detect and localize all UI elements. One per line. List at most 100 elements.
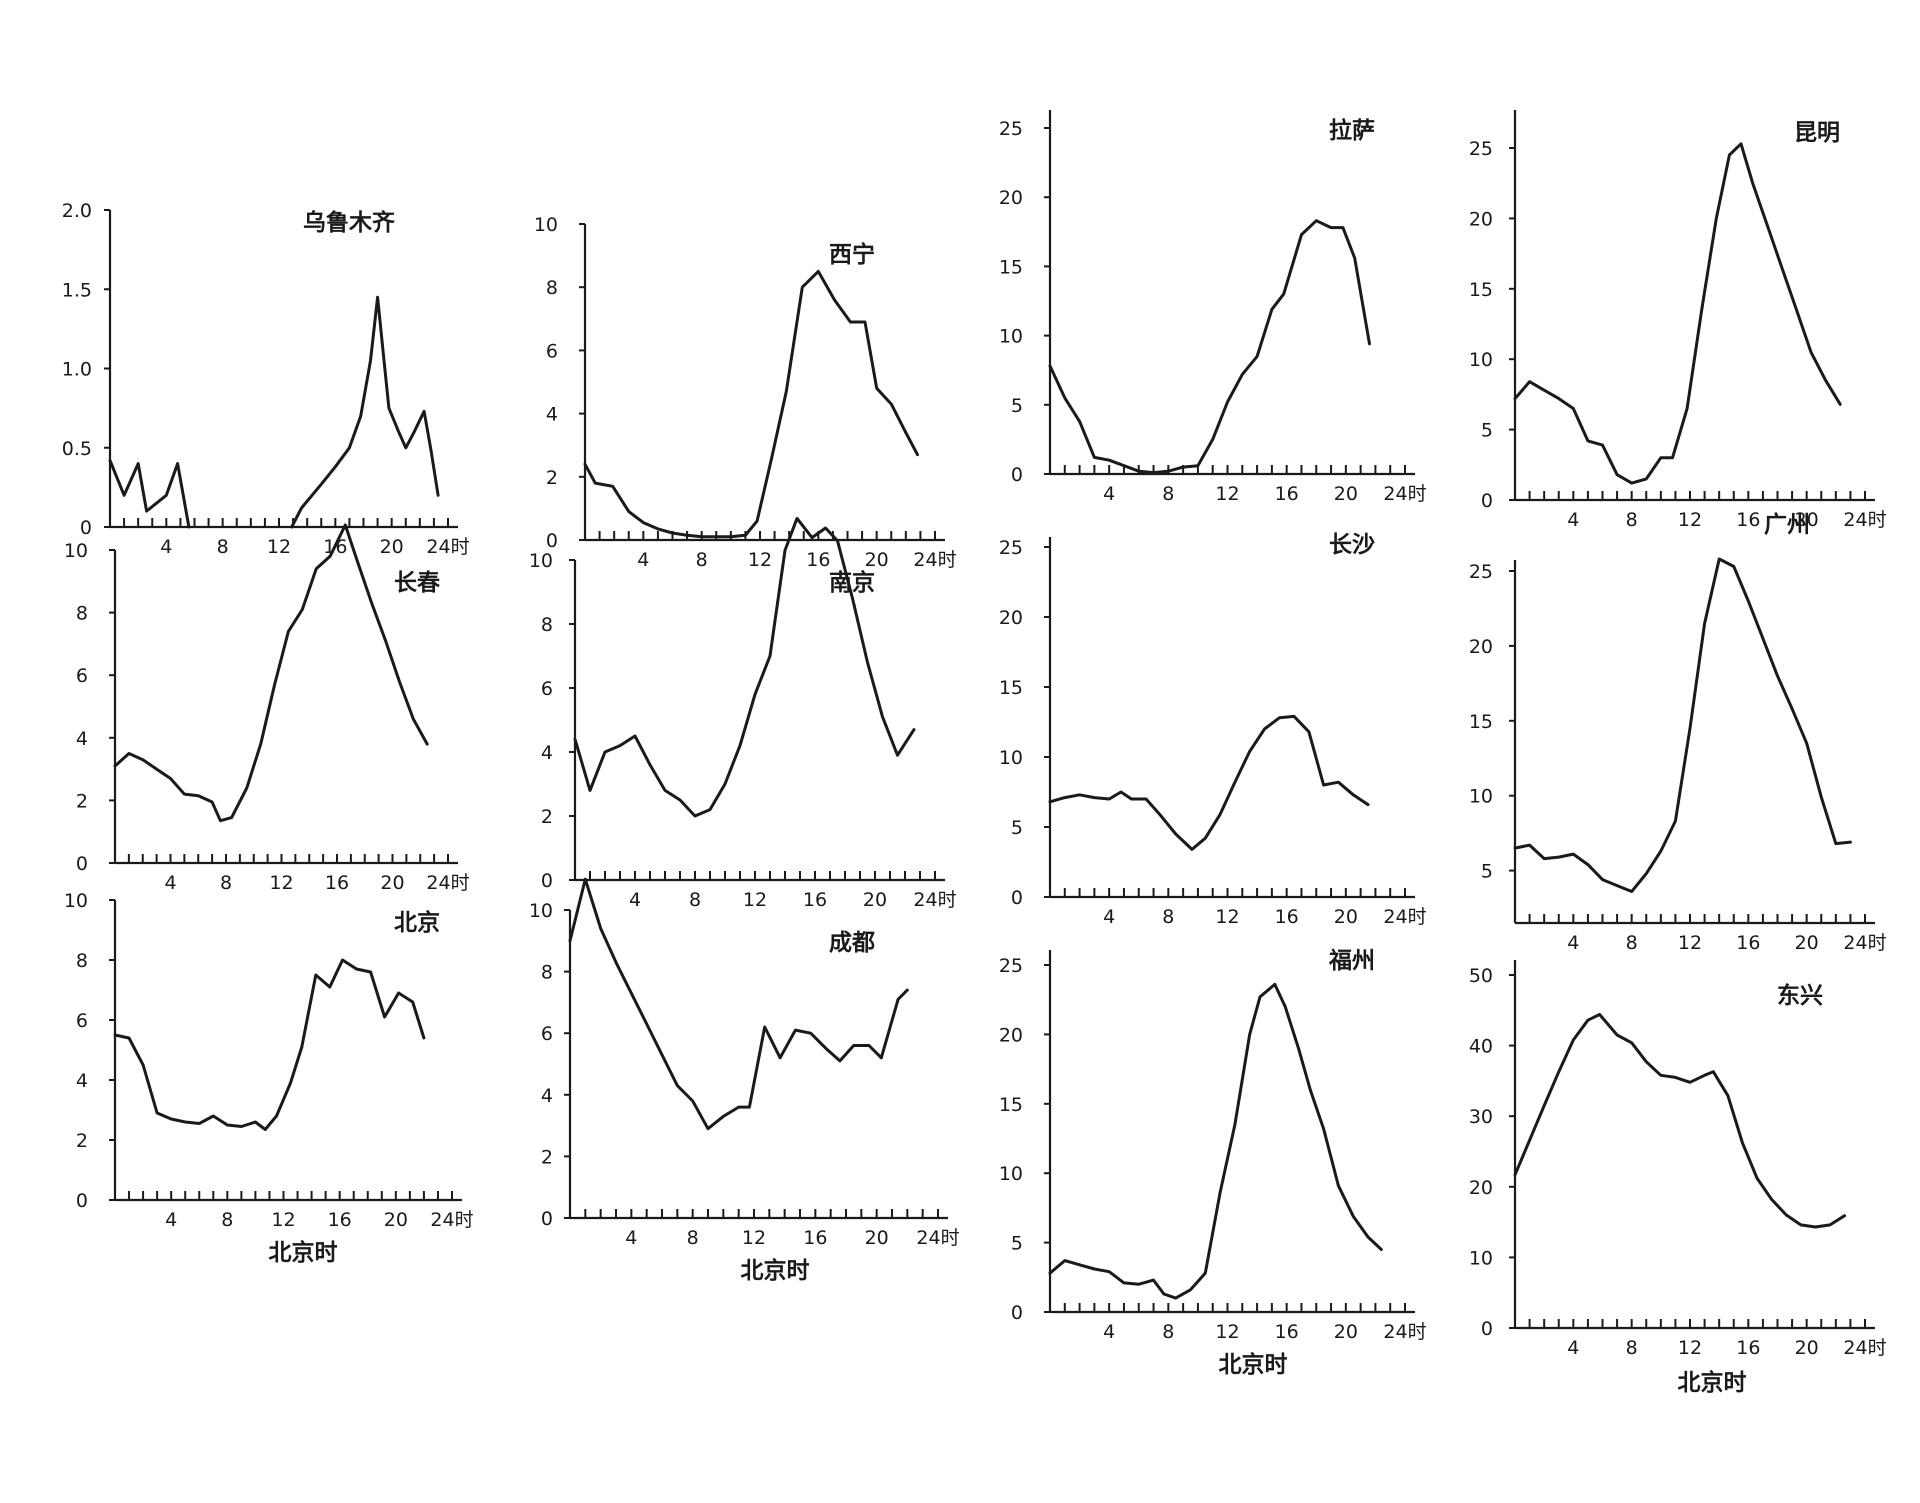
x-tick-label: 24时 xyxy=(430,1209,473,1231)
y-tick-label: 0 xyxy=(1011,887,1023,909)
series-line xyxy=(290,295,440,529)
city-label: 南京 xyxy=(829,569,875,596)
x-tick-label: 24时 xyxy=(1843,509,1886,531)
y-tick-label: 0 xyxy=(1011,1302,1023,1324)
city-label: 长沙 xyxy=(1329,531,1375,558)
x-tick-label: 20 xyxy=(1795,509,1819,531)
x-tick-label: 24时 xyxy=(1843,1337,1886,1359)
series-line xyxy=(108,458,191,529)
x-tick-label: 12 xyxy=(271,1209,295,1231)
x-tick-label: 8 xyxy=(221,1209,233,1231)
y-tick-label: 10 xyxy=(64,890,88,912)
y-tick-label: 20 xyxy=(1469,1177,1493,1199)
y-tick-label: 4 xyxy=(76,1070,88,1092)
y-tick-label: 8 xyxy=(76,603,88,625)
x-tick-label: 12 xyxy=(743,889,767,911)
chart-panel-4: 0 2 4 6 8 10 4 8 12 16 20 24时 西宁 xyxy=(534,214,957,571)
x-tick-label: 4 xyxy=(625,1227,637,1249)
city-label: 拉萨 xyxy=(1329,117,1375,144)
x-tick-label: 20 xyxy=(1795,1337,1819,1359)
y-tick-label: 20 xyxy=(1469,636,1493,658)
y-tick-label: 5 xyxy=(1011,1233,1023,1255)
x-tick-label: 8 xyxy=(220,872,232,894)
x-tick-label: 12 xyxy=(1678,509,1702,531)
y-tick-label: 2 xyxy=(541,806,553,828)
x-tick-label: 4 xyxy=(1567,932,1579,954)
series-line xyxy=(573,516,916,818)
series-line xyxy=(113,958,426,1131)
y-tick-label: 0 xyxy=(1011,464,1023,486)
x-tick-label: 8 xyxy=(689,889,701,911)
y-tick-label: 15 xyxy=(1469,711,1493,733)
x-tick-label: 4 xyxy=(160,536,172,558)
y-tick-label: 6 xyxy=(541,1023,553,1045)
y-tick-label: 15 xyxy=(999,1094,1023,1116)
y-tick-label: 2.0 xyxy=(62,200,92,222)
x-tick-label: 12 xyxy=(1678,1337,1702,1359)
x-tick-label: 12 xyxy=(742,1227,766,1249)
y-tick-label: 10 xyxy=(1469,349,1493,371)
city-label: 福州 xyxy=(1328,947,1375,974)
y-tick-label: 0 xyxy=(546,530,558,552)
series-line xyxy=(1048,714,1370,851)
x-tick-label: 12 xyxy=(269,872,293,894)
x-tick-label: 16 xyxy=(1736,1337,1760,1359)
series-line xyxy=(568,877,909,1131)
x-tick-label: 4 xyxy=(1567,509,1579,531)
city-label: 成都 xyxy=(829,929,875,956)
x-tick-label: 8 xyxy=(1626,509,1638,531)
y-tick-label: 0 xyxy=(1481,490,1493,512)
y-tick-label: 20 xyxy=(1469,208,1493,230)
x-tick-label: 12 xyxy=(1678,932,1702,954)
y-tick-label: 6 xyxy=(76,1010,88,1032)
x-axis-title: 北京时 xyxy=(1219,1351,1288,1378)
y-tick-label: 10 xyxy=(529,550,553,572)
x-tick-label: 4 xyxy=(164,872,176,894)
y-tick-label: 15 xyxy=(1469,279,1493,301)
x-tick-label: 24时 xyxy=(1383,483,1426,505)
x-tick-label: 20 xyxy=(1334,906,1358,928)
y-tick-label: 2 xyxy=(546,467,558,489)
x-tick-label: 24时 xyxy=(913,549,956,571)
x-tick-label: 12 xyxy=(1215,483,1239,505)
y-tick-label: 10 xyxy=(534,214,558,236)
x-tick-label: 4 xyxy=(1103,906,1115,928)
y-tick-label: 10 xyxy=(999,1163,1023,1185)
x-tick-label: 20 xyxy=(863,889,887,911)
x-tick-label: 12 xyxy=(1215,1321,1239,1343)
y-tick-label: 5 xyxy=(1481,861,1493,883)
y-tick-label: 1.0 xyxy=(62,359,92,381)
x-tick-label: 8 xyxy=(687,1227,699,1249)
x-tick-label: 24时 xyxy=(1383,906,1426,928)
y-tick-label: 2 xyxy=(541,1146,553,1168)
y-tick-label: 5 xyxy=(1011,395,1023,417)
y-tick-label: 0 xyxy=(80,517,92,539)
y-tick-label: 10 xyxy=(64,540,88,562)
y-tick-label: 30 xyxy=(1469,1106,1493,1128)
y-tick-label: 8 xyxy=(541,614,553,636)
y-tick-label: 20 xyxy=(999,1024,1023,1046)
y-tick-label: 10 xyxy=(1469,786,1493,808)
y-tick-label: 10 xyxy=(1469,1247,1493,1269)
y-tick-label: 6 xyxy=(546,340,558,362)
x-tick-label: 4 xyxy=(1567,1337,1579,1359)
x-tick-label: 16 xyxy=(806,549,830,571)
y-tick-label: 8 xyxy=(76,950,88,972)
x-tick-label: 16 xyxy=(1736,932,1760,954)
series-line xyxy=(1513,557,1852,893)
y-tick-label: 50 xyxy=(1469,965,1493,987)
x-tick-label: 24时 xyxy=(426,536,469,558)
y-tick-label: 15 xyxy=(999,677,1023,699)
y-tick-label: 25 xyxy=(1469,138,1493,160)
x-tick-label: 20 xyxy=(1795,932,1819,954)
x-tick-label: 12 xyxy=(748,549,772,571)
chart-panel-10: 0 5 10 15 20 25 4 8 12 16 20 24时 昆明 xyxy=(1469,110,1887,531)
x-axis-title: 北京时 xyxy=(269,1239,338,1266)
y-tick-label: 6 xyxy=(541,678,553,700)
city-label: 乌鲁木齐 xyxy=(303,209,396,236)
x-tick-label: 20 xyxy=(1334,1321,1358,1343)
x-tick-label: 12 xyxy=(1215,906,1239,928)
